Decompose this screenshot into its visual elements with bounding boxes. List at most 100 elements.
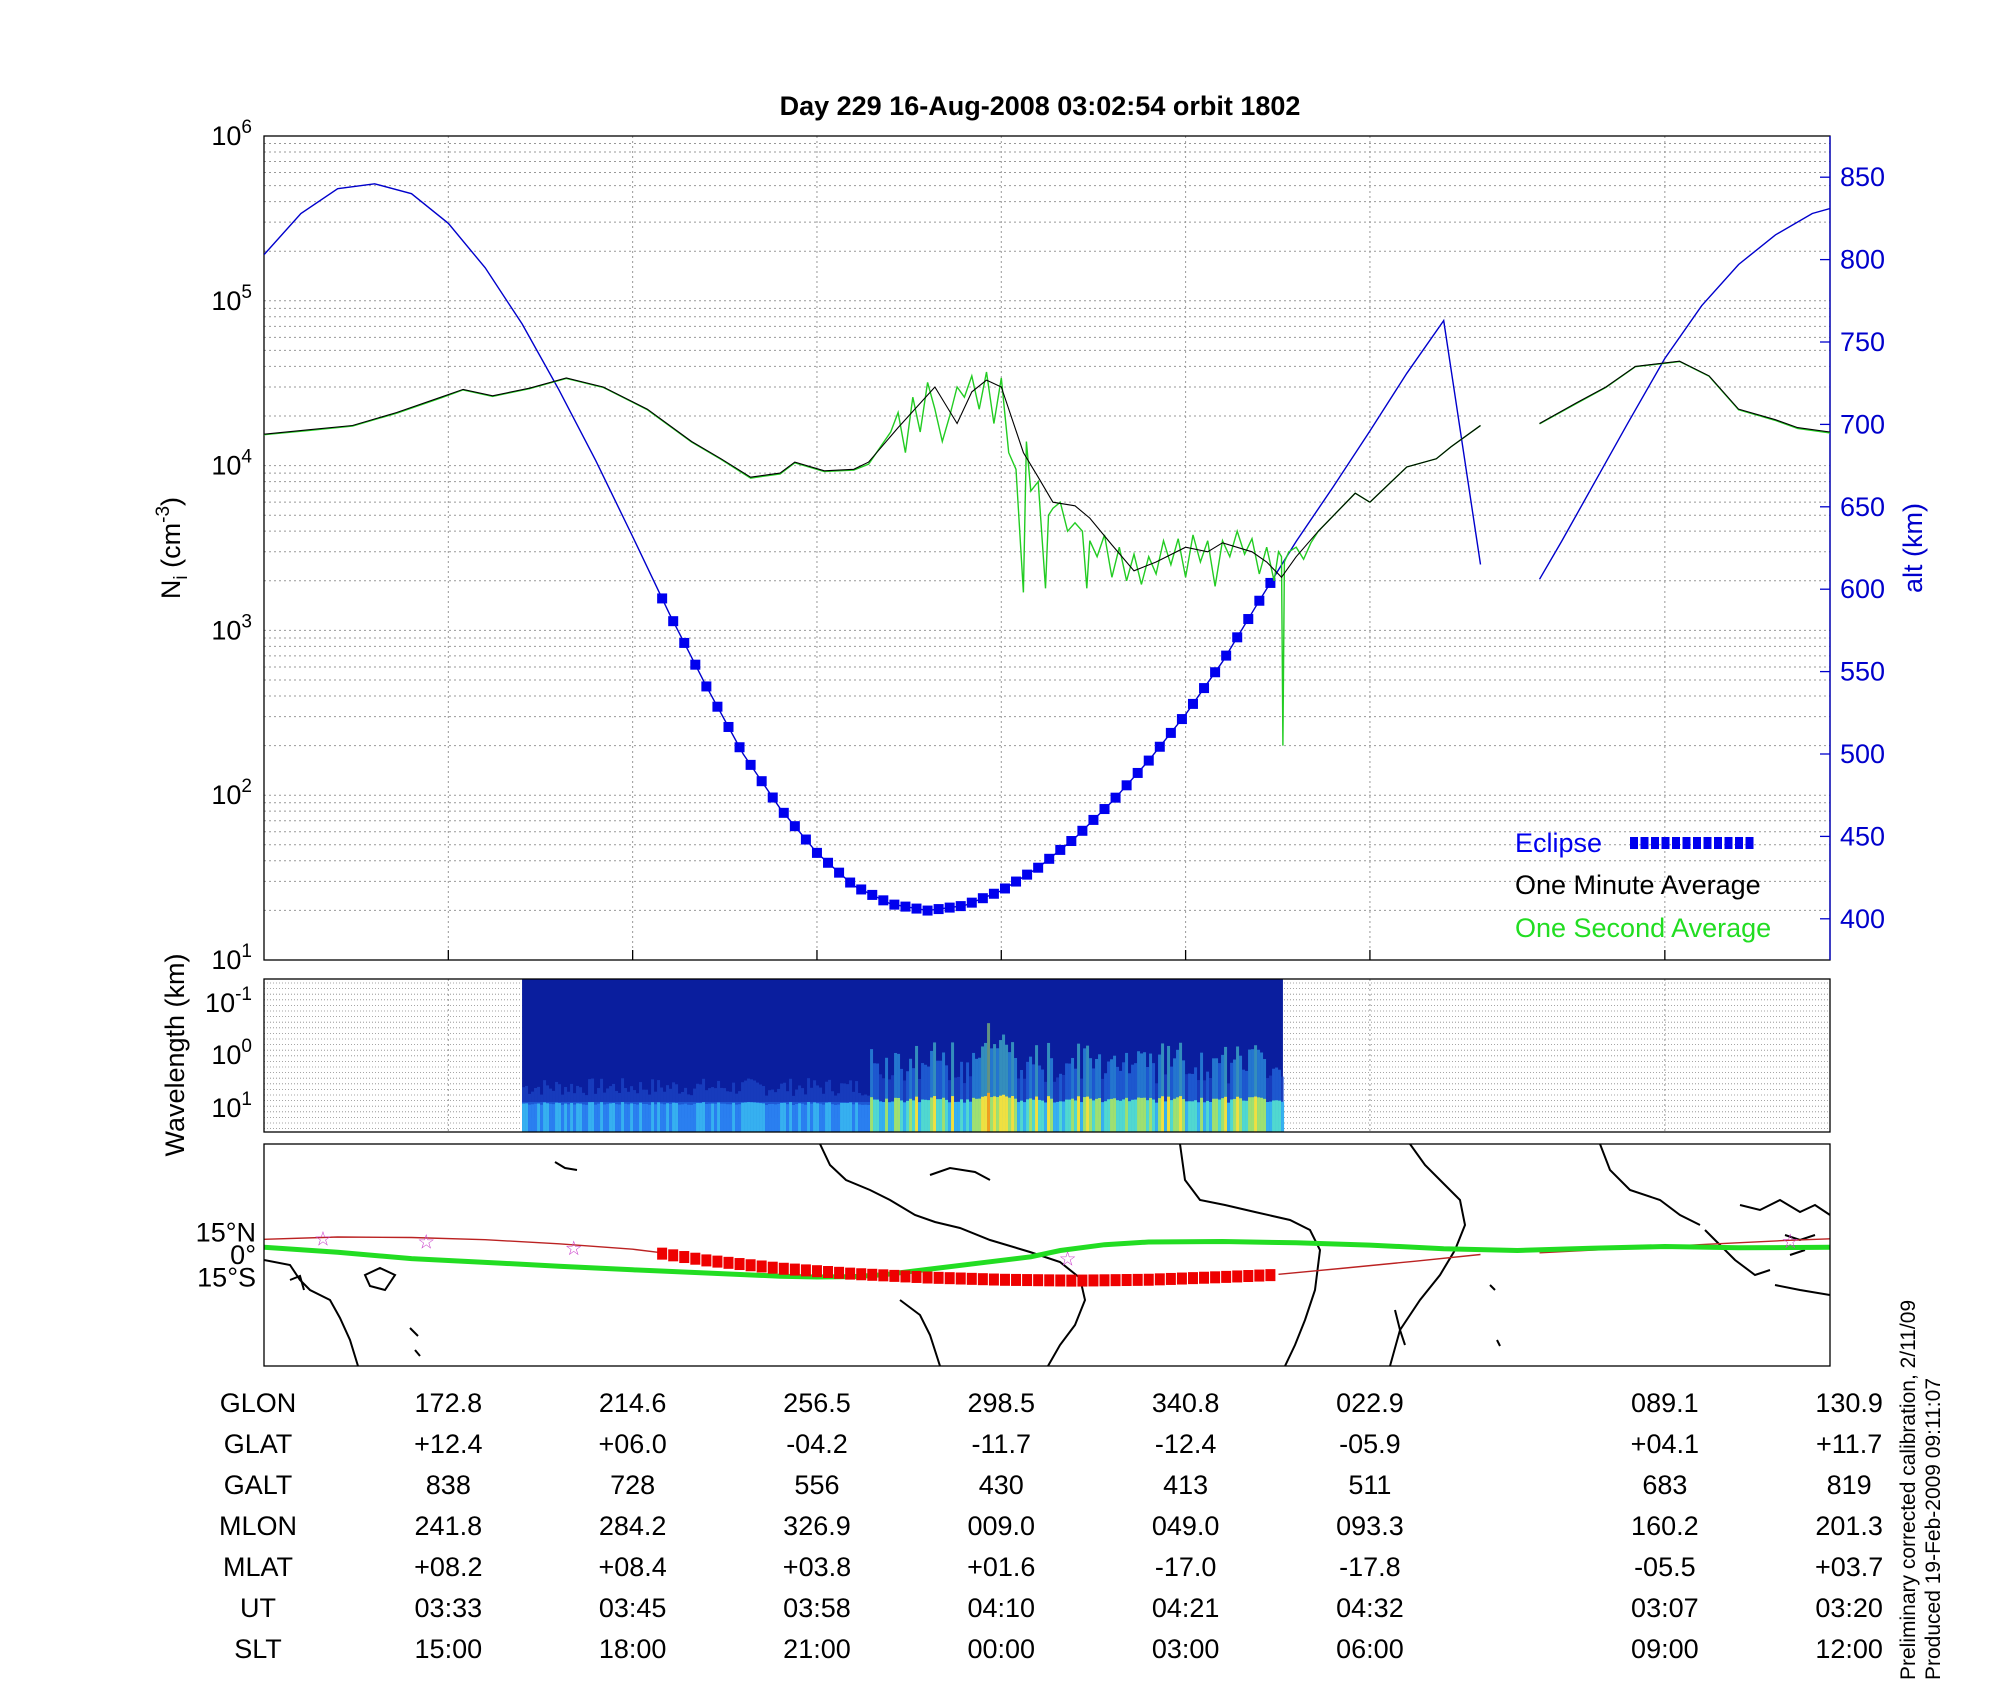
spectrogram-streak xyxy=(1212,1058,1216,1132)
spectrogram-streak-core xyxy=(1164,1101,1168,1132)
eclipse-track-marker xyxy=(999,1273,1010,1286)
spectrogram-streak-core xyxy=(768,1104,772,1132)
spectrogram-streak xyxy=(1215,1058,1219,1132)
legend-eclipse-marker xyxy=(1693,837,1701,849)
legend-eclipse-marker xyxy=(1661,837,1670,849)
spectrogram-streak xyxy=(1152,1063,1156,1132)
table-cell: -05.9 xyxy=(1339,1429,1401,1459)
spectrogram-streak-core xyxy=(858,1104,862,1132)
eclipse-marker xyxy=(1132,767,1143,778)
table-cell: 214.6 xyxy=(599,1388,667,1418)
spectrogram-streak-core xyxy=(1062,1101,1066,1132)
spectrogram-streak-core xyxy=(1125,1097,1129,1132)
spectrogram-streak-core xyxy=(1071,1098,1075,1132)
eclipse-marker xyxy=(911,903,922,914)
legend-eclipse-swatch xyxy=(1630,837,1754,849)
spectrogram-streak xyxy=(1224,1046,1228,1132)
table-cell: -17.0 xyxy=(1155,1552,1217,1582)
table-cell: 511 xyxy=(1348,1470,1391,1500)
spectrogram-streak-core xyxy=(1230,1099,1234,1132)
spectrogram-streak xyxy=(894,1052,898,1132)
eclipse-track-marker xyxy=(911,1270,922,1283)
eclipse-track-marker xyxy=(734,1258,745,1271)
spectrogram-streak-core xyxy=(1104,1101,1108,1132)
spectrogram-streak-core xyxy=(684,1103,688,1132)
eclipse-track-marker xyxy=(701,1254,712,1267)
eclipse-track-marker xyxy=(1033,1274,1044,1287)
table-row-label: GALT xyxy=(224,1470,293,1500)
footer-produced-note: Produced 19-Feb-2009 09:11:07 xyxy=(1922,1378,1945,1680)
spectrogram-streak-core xyxy=(1194,1100,1198,1132)
spectrogram-streak-core xyxy=(654,1104,658,1132)
spectrogram-streak-core xyxy=(1050,1098,1054,1132)
table-cell: -05.5 xyxy=(1634,1552,1696,1582)
density-series xyxy=(264,183,1830,916)
spectrogram-streak-core xyxy=(957,1101,961,1132)
spectrogram-streak xyxy=(1263,1059,1267,1132)
table-cell: +04.1 xyxy=(1631,1429,1699,1459)
spectrogram-streak-core xyxy=(1224,1096,1228,1132)
spectrogram-streak-core xyxy=(735,1104,739,1132)
y-tick-label: 102 xyxy=(211,776,252,810)
spectrogram-streak-core xyxy=(543,1102,547,1132)
spectrogram-streak-core xyxy=(951,1096,955,1132)
spectrogram-streak xyxy=(876,1063,880,1132)
spectrogram-streak-core xyxy=(1101,1102,1105,1132)
eclipse-track-marker xyxy=(856,1268,867,1281)
eclipse-marker xyxy=(1121,780,1132,791)
spectrogram-streak-core xyxy=(711,1103,715,1132)
spectrogram-streak-core xyxy=(633,1104,637,1132)
eclipse-track-marker xyxy=(1165,1272,1176,1285)
spectrogram-streak xyxy=(1089,1058,1093,1132)
spectrogram-streak xyxy=(921,1063,925,1132)
table-cell: 340.8 xyxy=(1152,1388,1220,1418)
spectrogram-y-tick-label: 101 xyxy=(211,1089,252,1123)
spectrogram-streak-core xyxy=(996,1097,1000,1132)
spectrogram-streak-core xyxy=(552,1104,556,1132)
density-y-axis-label: Ni (cm-3) xyxy=(153,497,192,599)
spectrogram-streak-core xyxy=(1110,1098,1114,1132)
spectrogram-streak-core xyxy=(744,1102,748,1132)
eclipse-marker xyxy=(878,895,889,906)
table-cell: 683 xyxy=(1642,1470,1687,1500)
spectrogram-streak xyxy=(1092,1068,1096,1132)
coastline-africa-west xyxy=(1179,1144,1322,1366)
spectrogram-streak-core xyxy=(630,1103,634,1132)
spectrogram-streak-core xyxy=(729,1104,733,1132)
spectrogram-streak-core xyxy=(777,1103,781,1132)
map-panel: ☆ ☆ ☆ ☆ ☆ 15°N0°15°S xyxy=(196,1143,1831,1367)
table-cell: -12.4 xyxy=(1155,1429,1217,1459)
spectrogram-streak-core xyxy=(537,1103,541,1132)
density-grid xyxy=(264,136,1830,961)
table-cell: 093.3 xyxy=(1336,1511,1404,1541)
spectrogram-streak-core xyxy=(876,1099,880,1132)
spectrogram-streak xyxy=(873,1063,877,1132)
spectrogram-streak-core xyxy=(888,1102,892,1132)
spectrogram-streak xyxy=(939,1060,943,1132)
eclipse-track-marker xyxy=(1055,1274,1066,1287)
eclipse-track-marker xyxy=(922,1271,933,1284)
eclipse-track-marker xyxy=(1199,1271,1210,1284)
spectrogram-streak-core xyxy=(750,1102,754,1132)
one-second-average-line xyxy=(264,371,1481,746)
eclipse-marker xyxy=(1265,577,1276,588)
spectrogram-streak-core xyxy=(561,1104,565,1132)
spectrogram-streak-core xyxy=(1188,1101,1192,1132)
spectrogram-streak xyxy=(936,1060,940,1132)
spectrogram-image xyxy=(522,979,1285,1132)
spectrogram-streak-core xyxy=(1005,1096,1009,1132)
spectrogram-streak-core xyxy=(1083,1097,1087,1132)
spectrogram-streak-core xyxy=(969,1101,973,1132)
spectrogram-streak-core xyxy=(897,1097,901,1132)
spectrogram-streak-core xyxy=(915,1096,919,1132)
spectrogram-streak xyxy=(1194,1067,1198,1132)
table-cell: 009.0 xyxy=(967,1511,1035,1541)
eclipse-track-marker xyxy=(723,1256,734,1269)
spectrogram-streak-core xyxy=(1011,1096,1015,1132)
spectrogram-streak-core xyxy=(891,1101,895,1132)
legend-eclipse-label: Eclipse xyxy=(1515,828,1602,858)
legend-eclipse-marker xyxy=(1724,837,1733,849)
table-cell: 241.8 xyxy=(415,1511,483,1541)
eclipse-track-marker xyxy=(679,1251,690,1264)
eclipse-marker xyxy=(745,759,756,770)
